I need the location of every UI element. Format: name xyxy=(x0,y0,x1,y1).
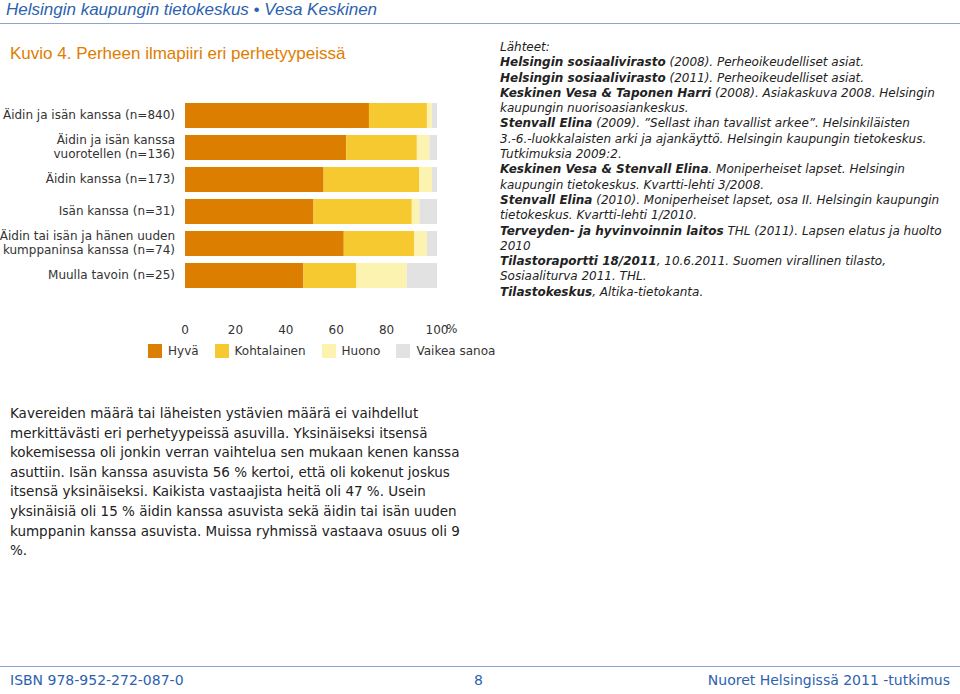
svg-text:100: 100 xyxy=(426,323,449,337)
svg-text:60: 60 xyxy=(329,323,344,337)
svg-text:Äidin ja isän kanssavuorotelle: Äidin ja isän kanssavuorotellen (n=136) xyxy=(53,132,175,161)
svg-text:40: 40 xyxy=(278,323,293,337)
html-text:Vaikea sanoa: Vaikea sanoa xyxy=(416,344,496,358)
html-text:Stenvall Elina (2010). Moniper: Stenvall Elina (2010). Moniperheiset lap… xyxy=(500,193,940,223)
html-text:Kohtalainen: Kohtalainen xyxy=(234,344,306,358)
html-text:8: 8 xyxy=(474,672,483,688)
html-text:Nuoret Helsingissä 2011 -tutki: Nuoret Helsingissä 2011 -tutkimus xyxy=(707,672,950,688)
html-text:Lähteet:: Lähteet: xyxy=(500,40,550,54)
html-text:Hyvä: Hyvä xyxy=(168,344,199,358)
svg-text:0: 0 xyxy=(181,323,189,337)
svg-text:Isän kanssa (n=31): Isän kanssa (n=31) xyxy=(59,204,175,218)
html-text:Kavereiden määrä tai läheisten: Kavereiden määrä tai läheisten ystävien … xyxy=(10,405,460,559)
svg-text:Äidin kanssa (n=173): Äidin kanssa (n=173) xyxy=(46,171,175,186)
svg-text:80: 80 xyxy=(379,323,394,337)
html-text:Kuvio 4. Perheen ilmapiiri eri: Kuvio 4. Perheen ilmapiiri eri perhetyyp… xyxy=(10,44,346,63)
html-text:Helsingin sosiaalivirasto (201: Helsingin sosiaalivirasto (2011). Perheo… xyxy=(500,70,865,85)
svg-text:20: 20 xyxy=(228,323,243,337)
html-text:Huono: Huono xyxy=(341,344,381,358)
html-text:Tilastokeskus, Altika-tietokan: Tilastokeskus, Altika-tietokanta. xyxy=(500,284,704,299)
svg-text:Äidin ja isän kanssa (n=840): Äidin ja isän kanssa (n=840) xyxy=(8,107,175,122)
html-text:Keskinen Vesa & Taponen Harri: Keskinen Vesa & Taponen Harri (2008). As… xyxy=(500,85,935,116)
html-text:Helsingin kaupungin tietokesku: Helsingin kaupungin tietokeskus • Vesa K… xyxy=(6,0,377,19)
html-text:Keskinen Vesa & Stenvall Elina: Keskinen Vesa & Stenvall Elina. Moniperh… xyxy=(500,162,905,192)
html-text:Stenvall Elina (2009). ”Sellas: Stenvall Elina (2009). ”Sellast ihan tav… xyxy=(500,116,927,162)
svg-text:Äidin tai isän ja hänen uudenk: Äidin tai isän ja hänen uudenkumppaninsa… xyxy=(8,228,175,257)
svg-text:Muulla tavoin (n=25): Muulla tavoin (n=25) xyxy=(48,268,175,282)
html-text:ISBN 978-952-272-087-0: ISBN 978-952-272-087-0 xyxy=(10,672,184,688)
html-text:Helsingin sosiaalivirasto (200: Helsingin sosiaalivirasto (2008). Perheo… xyxy=(500,55,865,70)
html-text:Terveyden- ja hyvinvoinnin lai: Terveyden- ja hyvinvoinnin laitos THL (2… xyxy=(500,223,942,253)
html-text:Tilastoraportti 18/2011, 10.6.: Tilastoraportti 18/2011, 10.6.2011. Suom… xyxy=(500,254,886,284)
